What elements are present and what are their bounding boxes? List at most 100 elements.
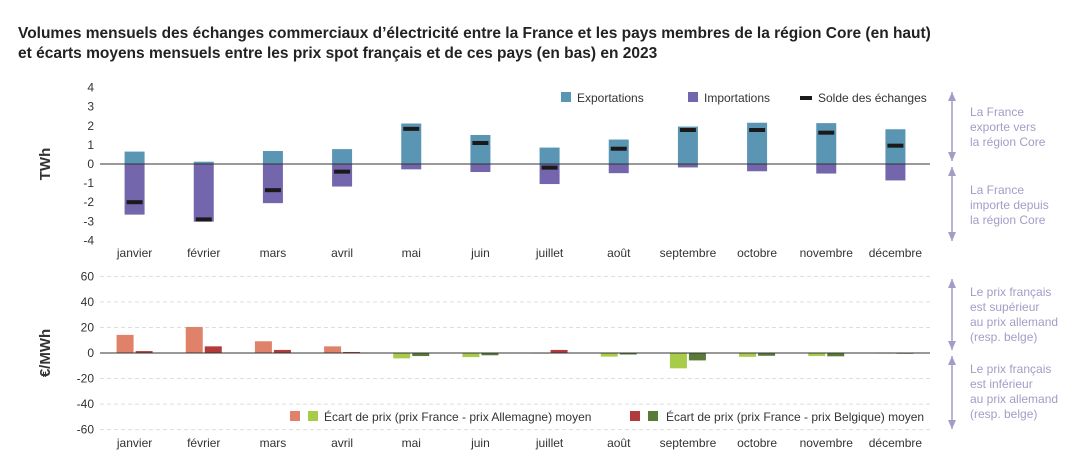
x-tick-label-month: février [187,436,220,450]
x-tick-label-month: mai [402,436,421,450]
x-tick-label-month: octobre [737,436,777,450]
balance-marker [403,126,420,131]
annotation-prices-line: au prix allemand [970,315,1058,329]
x-tick-label-month: décembre [869,436,923,450]
germany-spread-bar [116,334,134,353]
legend-belgium-swatch-neg [648,411,658,421]
balance-marker [264,188,281,193]
belgium-spread-bar [688,353,706,361]
x-tick-label-month: juin [470,246,490,260]
import-bar [885,164,906,181]
y-tick-label-twh: -3 [83,214,94,228]
legend-imports-swatch [688,92,698,102]
import-bar [401,164,422,170]
export-bar [608,139,629,164]
balance-marker [749,128,766,133]
export-bar [124,151,145,164]
legend-imports: Importations [688,91,770,105]
annotation-prices-line: (resp. belge) [970,407,1037,421]
germany-spread-bar [393,353,411,359]
export-bar [401,123,422,164]
belgium-spread-bar [619,353,637,355]
export-bar [677,126,698,164]
germany-spread-bar [600,353,618,357]
germany-spread-bar [185,326,203,353]
annotation-prices-line: (resp. belge) [970,330,1037,344]
x-tick-label-month: avril [331,246,353,260]
x-tick-label-month: janvier [116,436,152,450]
volumes-panel: 4 3 2 1 0 -1 -2 -3 -4 TWh janvier février mars avril m… [37,81,1049,260]
legend-germany-label: Écart de prix (prix France - prix Allema… [324,409,591,424]
belgium-spread-bar [550,349,568,353]
y-tick-label-eur: -40 [77,397,95,411]
chart-title-line-1: Volumes mensuels des échanges commerciau… [18,25,931,42]
legend-exports: Exportations [561,91,644,105]
y-axis-label-eur: €/MWh [37,329,54,377]
annotation-prices-line: est inférieur [970,377,1033,391]
balance-marker [334,169,351,174]
belgium-spread-bar [412,353,430,357]
x-tick-label-month: août [607,246,631,260]
legend-balance-label: Solde des échanges [818,91,927,105]
export-bar [747,122,768,164]
annotation-volumes-line: La France [970,183,1024,197]
balance-marker [126,200,143,205]
belgium-spread-bar [758,353,776,356]
legend-volumes: Exportations Importations Solde des échang… [561,91,927,105]
import-bar [262,164,283,204]
y-axis-label-twh: TWh [37,148,54,180]
import-bar [193,164,214,222]
arrow-import-zone [948,167,956,241]
legend-germany: Écart de prix (prix France - prix Allema… [290,409,591,424]
x-tick-label-month: juillet [535,246,564,260]
balance-marker [610,146,627,151]
legend-germany-swatch-neg [308,411,318,421]
y-tick-label-twh: -1 [83,176,94,190]
x-tick-label-month: septembre [660,246,717,260]
belgium-spread-bar [273,349,291,353]
germany-spread-bar [324,346,342,353]
balance-marker [472,140,489,145]
y-tick-label-twh: 3 [87,100,94,114]
import-bar [124,164,145,215]
germany-spread-bar [462,353,480,358]
export-bar [332,149,353,164]
legend-belgium-label: Écart de prix (prix France - prix Belgiq… [666,409,924,424]
import-bar [677,164,698,168]
belgium-spread-bar [481,353,499,356]
chart-title-line-2: et écarts moyens mensuels entre les prix… [18,45,658,62]
x-tick-label-month: septembre [660,436,717,450]
y-tick-label-eur: 0 [87,346,94,360]
x-tick-label-month: novembre [800,246,854,260]
y-tick-label-eur: 60 [81,269,95,283]
balance-marker [887,143,904,148]
x-tick-label-month: décembre [869,246,923,260]
annotation-volumes-line: La France [970,105,1024,119]
legend-belgium: Écart de prix (prix France - prix Belgiq… [630,409,924,424]
y-tick-label-eur: -20 [77,372,95,386]
export-bar [262,151,283,164]
prices-panel: 60 40 20 0 -20 -40 -60 €/MWh janvier février mars a… [37,269,1058,450]
x-tick-label-month: mars [260,436,287,450]
annotation-volumes-line: exporte vers [970,120,1036,134]
legend-balance: Solde des échanges [800,91,927,105]
export-bar [470,134,491,164]
y-tick-label-twh: -2 [83,195,94,209]
balance-marker [818,130,835,135]
annotation-volumes-line: la région Core [970,135,1046,149]
germany-spread-bar [808,353,826,357]
legend-exports-swatch [561,92,571,102]
y-tick-label-eur: -60 [77,423,95,437]
export-bar [193,161,214,164]
belgium-spread-bar [343,351,361,353]
germany-spread-bar [254,341,272,353]
annotation-volumes-line: importe depuis [970,198,1049,212]
legend-exports-label: Exportations [577,91,644,105]
x-tick-label-month: février [187,246,220,260]
import-bar [747,164,768,172]
y-tick-label-twh: 2 [87,119,94,133]
x-tick-label-month: juillet [535,436,564,450]
y-tick-label-eur: 20 [81,320,95,334]
y-tick-label-twh: 1 [87,138,94,152]
